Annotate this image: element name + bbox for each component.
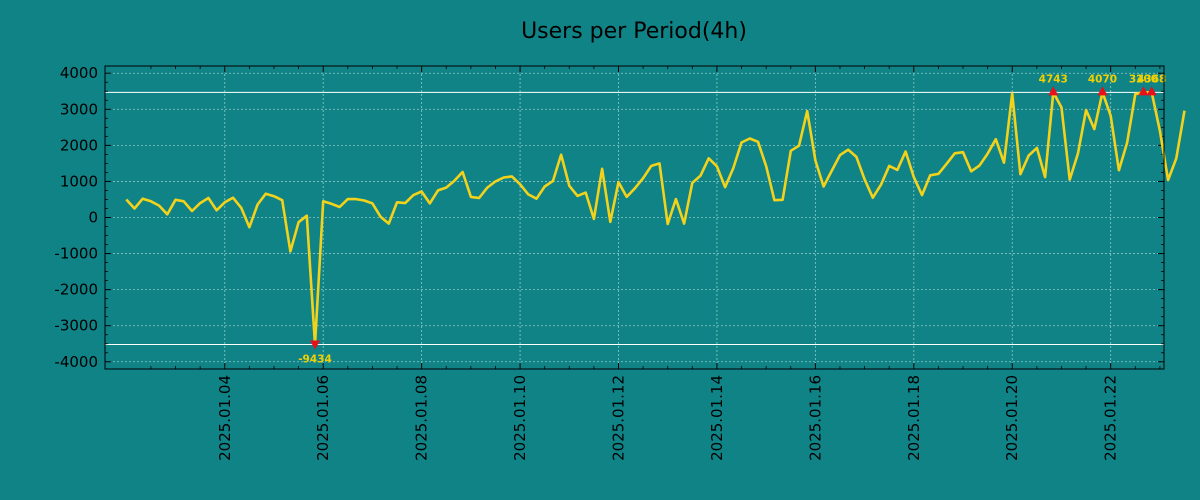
anomaly-label: 4743: [1039, 73, 1068, 85]
x-tick-label: 2025.01.12: [610, 375, 628, 461]
x-tick-label: 2025.01.10: [511, 375, 529, 461]
anomaly-marker-up: [1146, 86, 1157, 96]
x-tick-label: 2025.01.06: [314, 375, 332, 461]
y-tick-label: -4000: [54, 353, 98, 371]
plot-area: 2025.01.04 2025.01.06 2025.01.08 2025.01.10…: [54, 64, 1186, 461]
anomaly-label: 3200: [1129, 73, 1158, 85]
x-tick-label: 2025.01.08: [413, 375, 431, 461]
x-tick-label: 2025.01.16: [806, 375, 824, 461]
y-tick-label: -2000: [54, 281, 98, 299]
x-tick-label: 2025.01.22: [1102, 375, 1120, 461]
anomaly-marker-up: [1048, 86, 1059, 96]
anomaly-label: 4368: [1137, 73, 1166, 85]
y-tick-label: -1000: [54, 245, 98, 263]
y-tick-label: 2000: [60, 136, 98, 154]
y-tick-label: -3000: [54, 317, 98, 335]
x-tick-label: 2025.01.18: [905, 375, 923, 461]
chart-title: Users per Period(4h): [521, 19, 747, 44]
x-tick-label: 2025.01.04: [216, 375, 234, 461]
x-tick-label: 2025.01.14: [708, 375, 726, 461]
x-tick-label: 2025.01.20: [1003, 375, 1021, 461]
y-tick-label: 0: [88, 209, 98, 227]
y-tick-label: 3000: [60, 100, 98, 118]
y-tick-label: 1000: [60, 172, 98, 190]
series-line: [125, 91, 1186, 346]
anomaly-marker-up: [1138, 86, 1149, 96]
anomaly-label: -9434: [298, 353, 332, 365]
y-tick-label: 4000: [60, 64, 98, 82]
anomaly-marker-up: [1097, 86, 1108, 96]
axes-frame: [104, 65, 1165, 370]
anomaly-label: 4070: [1088, 73, 1117, 85]
anomaly-marker-down: [309, 340, 320, 350]
